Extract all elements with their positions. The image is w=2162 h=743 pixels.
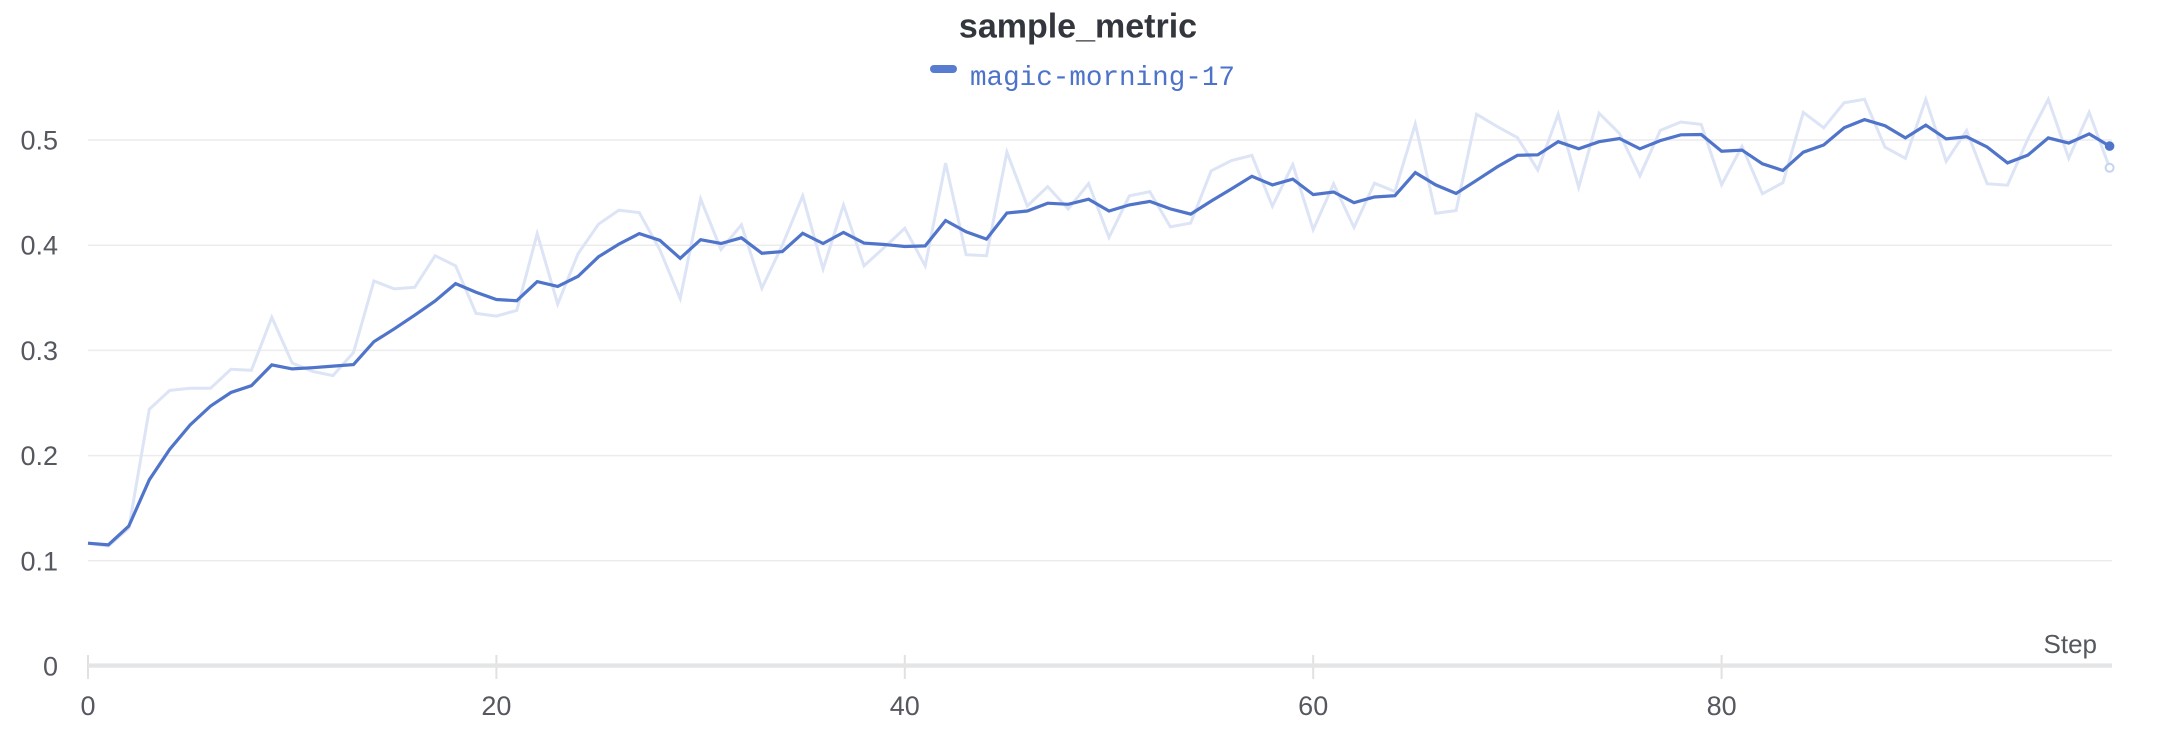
svg-text:0.2: 0.2 [20, 441, 58, 471]
svg-text:magic-morning-17: magic-morning-17 [970, 63, 1235, 94]
svg-text:20: 20 [481, 691, 511, 721]
svg-text:0.4: 0.4 [20, 231, 58, 261]
svg-text:60: 60 [1298, 691, 1328, 721]
svg-text:sample_metric: sample_metric [959, 8, 1197, 46]
svg-text:0: 0 [80, 691, 95, 721]
svg-text:0.5: 0.5 [20, 126, 58, 156]
svg-text:0.3: 0.3 [20, 336, 58, 366]
svg-text:0.1: 0.1 [20, 546, 58, 576]
svg-text:40: 40 [890, 691, 920, 721]
svg-text:Step: Step [2044, 629, 2098, 659]
svg-text:0: 0 [43, 652, 58, 682]
svg-text:80: 80 [1707, 691, 1737, 721]
